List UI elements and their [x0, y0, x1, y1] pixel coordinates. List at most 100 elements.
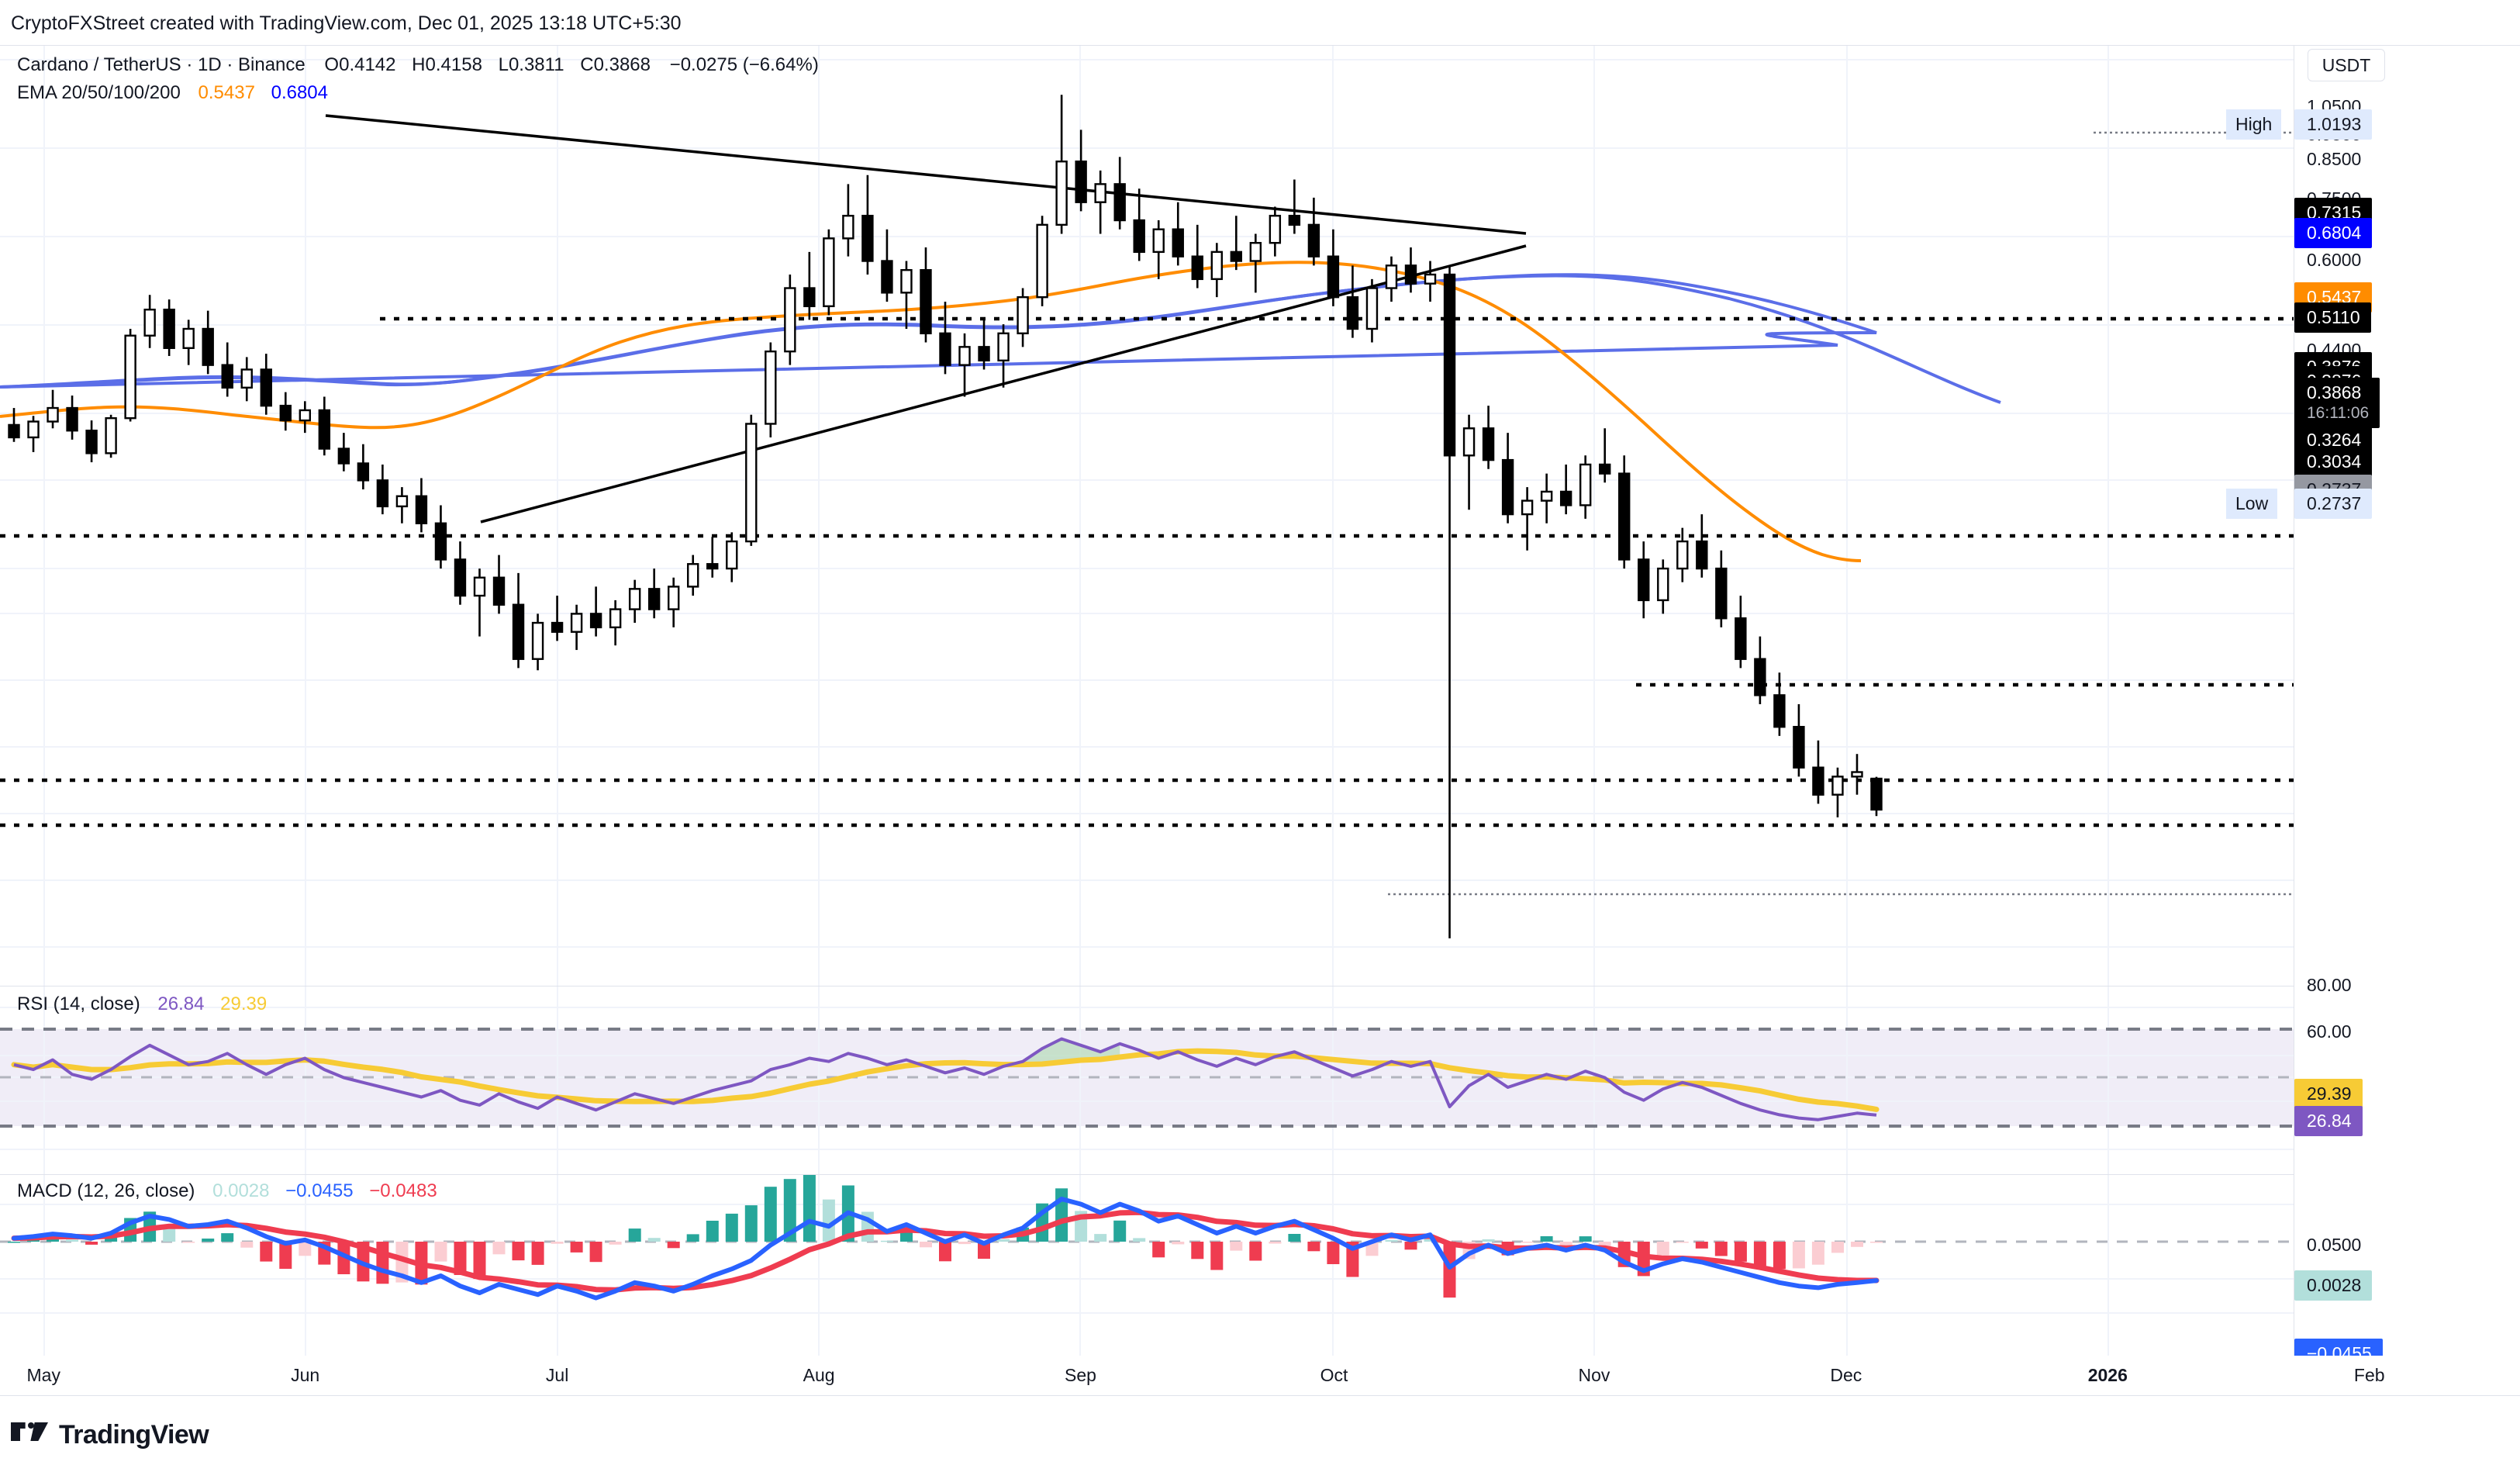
candle-body — [299, 409, 312, 422]
macd-histogram-bar — [1249, 1242, 1262, 1261]
time-tick[interactable]: Feb — [2353, 1365, 2385, 1385]
candle-body — [1385, 264, 1398, 289]
candle-body — [473, 576, 486, 597]
candle-body — [182, 327, 195, 349]
candle-body — [85, 430, 98, 454]
time-tick[interactable]: May — [26, 1365, 60, 1385]
candle-body — [1676, 540, 1689, 570]
candle-body — [202, 327, 214, 366]
candle-body — [687, 563, 699, 588]
rsi-tick: 80.00 — [2307, 975, 2352, 995]
macd-histogram-bar — [920, 1242, 932, 1248]
price-tag-label: Low — [2226, 489, 2278, 519]
macd-histogram-bar — [764, 1187, 777, 1242]
macd-legend[interactable]: MACD (12, 26, close) 0.0028 −0.0455 −0.0… — [17, 1180, 437, 1203]
time-tick[interactable]: Nov — [1578, 1365, 1610, 1385]
macd-histogram-bar — [1172, 1242, 1185, 1245]
macd-histogram-bar — [202, 1239, 215, 1242]
candle-body — [357, 462, 370, 482]
time-tick[interactable]: Dec — [1830, 1365, 1862, 1385]
price-axis[interactable]: USDT 1.05000.95000.85000.75000.65000.600… — [2226, 46, 2520, 1391]
macd-histogram-bar — [1579, 1236, 1592, 1242]
time-tick[interactable]: Sep — [1065, 1365, 1096, 1385]
macd-histogram-bar — [1811, 1242, 1824, 1265]
time-tick[interactable]: Jul — [545, 1365, 569, 1385]
macd-histogram-bar — [744, 1205, 758, 1242]
macd-histogram-bar — [647, 1238, 661, 1242]
rsi-badge: 29.39 — [2294, 1079, 2363, 1109]
macd-histogram-bar — [1870, 1242, 1883, 1243]
time-axis[interactable]: May Jun Jul Aug Sep Oct Nov Dec 2026 Feb — [0, 1356, 2520, 1396]
time-tick[interactable]: 2026 — [2087, 1365, 2128, 1385]
candle-body — [376, 479, 389, 508]
candle-body — [1501, 458, 1514, 516]
time-tick[interactable]: Jun — [291, 1365, 320, 1385]
candle-body — [124, 334, 136, 420]
vertical-gridlines — [43, 46, 2109, 986]
macd-histogram-bar — [1656, 1242, 1669, 1256]
macd-histogram-bar — [1113, 1220, 1127, 1242]
macd-histogram-bar — [1385, 1239, 1398, 1242]
rsi-value: 26.84 — [157, 993, 205, 1014]
macd-histogram-bar — [473, 1242, 486, 1280]
tradingview-logo-icon — [11, 1422, 48, 1447]
macd-histogram-bar — [454, 1242, 467, 1275]
currency-button[interactable]: USDT — [2308, 49, 2385, 81]
candle-body — [1094, 183, 1106, 203]
candle-body — [260, 368, 272, 407]
price-tick: 0.8500 — [2307, 149, 2362, 169]
change-value: −0.0275 (−6.64%) — [669, 54, 819, 75]
macd-histogram-bar — [1230, 1242, 1243, 1251]
macd-histogram-bar — [978, 1242, 990, 1259]
time-tick[interactable]: Aug — [803, 1365, 835, 1385]
candle-body — [803, 287, 816, 308]
rsi-badge: 26.84 — [2294, 1106, 2363, 1136]
macd-chart-svg — [0, 1175, 2294, 1356]
candle-body — [1599, 463, 1611, 475]
symbol-legend[interactable]: Cardano / TetherUS · 1D · Binance O0.414… — [17, 54, 819, 77]
candle-body — [1075, 161, 1087, 203]
candle-body — [551, 621, 564, 633]
rsi-title: RSI (14, close) — [17, 993, 140, 1014]
symbol-label: Cardano / TetherUS · 1D · Binance — [17, 54, 306, 75]
macd-histogram-bar — [1307, 1242, 1320, 1252]
macd-histogram-bar — [1831, 1242, 1844, 1253]
candle-body — [395, 495, 409, 508]
macd-histogram-bar — [551, 1242, 564, 1244]
rsi-legend[interactable]: RSI (14, close) 26.84 29.39 — [17, 993, 267, 1016]
price-badge: 0.3868 16:11:06 — [2294, 378, 2380, 428]
macd-histogram — [8, 1175, 1883, 1298]
candle-body — [1579, 463, 1592, 506]
candle-body — [1793, 726, 1805, 769]
time-tick[interactable]: Oct — [1320, 1365, 1348, 1385]
macd-histogram-bar — [1598, 1242, 1611, 1247]
ema-legend[interactable]: EMA 20/50/100/200 0.5437 0.6804 — [17, 81, 328, 105]
macd-histogram-bar — [803, 1175, 816, 1242]
macd-histogram-bar — [783, 1179, 796, 1242]
candle-body — [1696, 540, 1708, 570]
macd-histogram-bar — [822, 1199, 835, 1242]
ema-long-value: 0.6804 — [271, 82, 328, 103]
candle-body — [1831, 776, 1844, 796]
macd-histogram-bar — [376, 1242, 389, 1284]
candle-body — [1327, 255, 1340, 299]
candle-body — [1521, 499, 1534, 516]
macd-histogram-bar — [531, 1242, 544, 1265]
rsi-tick: 60.00 — [2307, 1021, 2352, 1042]
candle-body — [240, 368, 253, 389]
candle-body — [920, 268, 932, 335]
candle-body — [1851, 771, 1863, 778]
price-tick: 0.6000 — [2307, 250, 2362, 270]
price-pane[interactable]: Cardano / TetherUS · 1D · Binance O0.414… — [0, 46, 2294, 986]
candle-body — [1365, 287, 1379, 330]
candle-body — [105, 416, 117, 454]
candle-body — [337, 447, 350, 465]
pane-separator-1 — [0, 986, 2520, 987]
candle-body — [415, 495, 428, 524]
rsi-pane[interactable]: RSI (14, close) 26.84 29.39 — [0, 987, 2294, 1174]
low-value: L0.3811 — [498, 54, 564, 75]
macd-pane[interactable]: MACD (12, 26, close) 0.0028 −0.0455 −0.0… — [0, 1175, 2294, 1356]
macd-tick: 0.0500 — [2307, 1235, 2362, 1255]
candle-body — [1210, 251, 1223, 281]
candle-body — [726, 540, 738, 570]
